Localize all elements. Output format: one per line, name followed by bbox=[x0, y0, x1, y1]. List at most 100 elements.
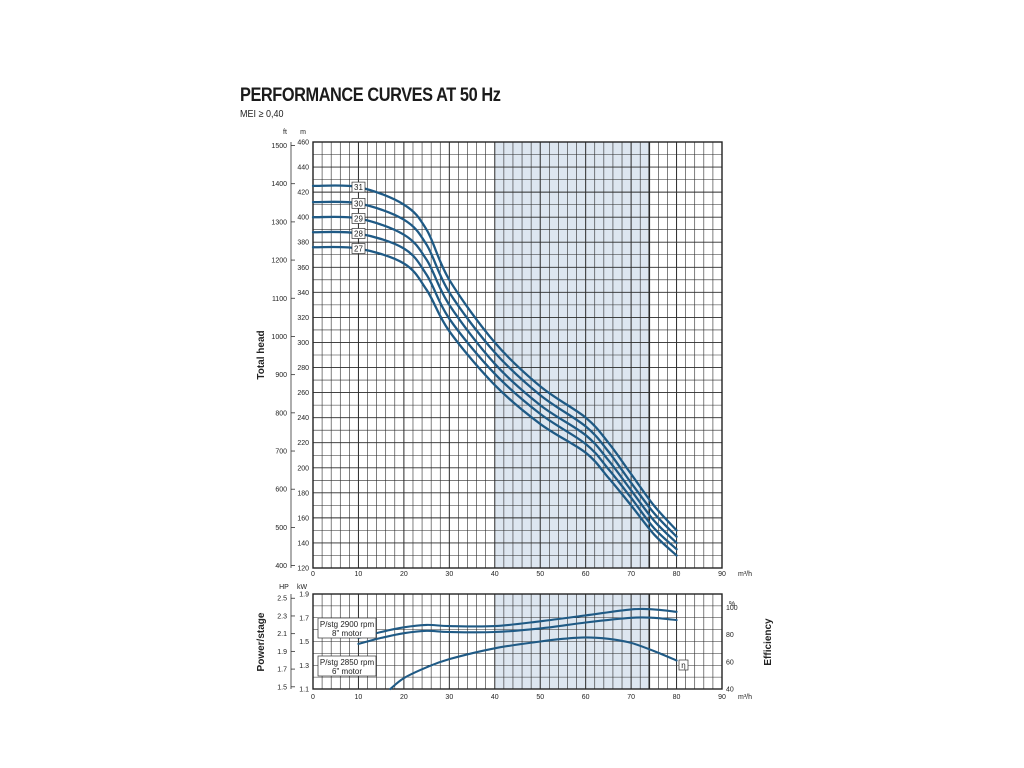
power-x-unit: m³/h bbox=[738, 694, 752, 701]
power-hp-tick-label: 1.9 bbox=[277, 649, 287, 656]
head-y-tick-label: 260 bbox=[297, 390, 309, 397]
annotation-2850-line1: P/stg 2850 rpm bbox=[320, 658, 375, 667]
head-ft-tick-label: 1000 bbox=[271, 334, 287, 341]
power-hp-ticks: 1.5 1.7 1.9 2.1 2.3 2.5 bbox=[277, 594, 295, 691]
head-curve-28 bbox=[311, 230, 678, 551]
power-x-tick-label: 60 bbox=[582, 694, 590, 701]
head-x-unit: m³/h bbox=[738, 571, 752, 578]
head-ft-tick-label: 1200 bbox=[271, 258, 287, 265]
annotation-2900-line1: P/stg 2900 rpm bbox=[320, 620, 375, 629]
head-curve-label-31: 31 bbox=[354, 183, 363, 192]
efficiency-tick-label: 60 bbox=[726, 659, 734, 666]
head-ft-tick-label: 1300 bbox=[271, 219, 287, 226]
head-y-tick-label: 380 bbox=[297, 240, 309, 247]
head-ft-tick-label: 1400 bbox=[271, 181, 287, 188]
head-x-tick-label: 40 bbox=[491, 571, 499, 578]
head-curve-labels: 31 30 29 28 27 bbox=[351, 181, 366, 254]
head-curves bbox=[311, 184, 678, 557]
efficiency-label-box: η bbox=[678, 659, 689, 671]
annotation-2850-line2: 6" motor bbox=[332, 667, 362, 676]
head-y-ticks: 120 140 160 180 200 220 240 260 280 300 320 340 360 3… bbox=[297, 140, 309, 573]
power-curve-1 bbox=[357, 616, 678, 645]
head-curve-label-box bbox=[351, 228, 366, 239]
power-kw-tick-label: 1.7 bbox=[299, 615, 309, 622]
power-kw-tick-label: 1.5 bbox=[299, 639, 309, 646]
head-plot-frame bbox=[312, 141, 723, 569]
power-hp-tick-label: 2.5 bbox=[277, 596, 287, 603]
annotation-2900: P/stg 2900 rpm 8" motor bbox=[317, 617, 377, 639]
power-hp-tick-label: 2.1 bbox=[277, 631, 287, 638]
efficiency-tick-label: 80 bbox=[726, 632, 734, 639]
head-y-tick-label: 200 bbox=[297, 465, 309, 472]
head-y-tick-label: 180 bbox=[297, 490, 309, 497]
power-efficiency-ticks: 40 60 80 100 bbox=[726, 605, 738, 693]
head-ft-tick-label: 400 bbox=[275, 563, 287, 570]
annotation-2850: P/stg 2850 rpm 6" motor bbox=[317, 655, 377, 677]
power-x-tick-label: 30 bbox=[445, 694, 453, 701]
power-x-tick-label: 10 bbox=[355, 694, 363, 701]
head-y-tick-label: 240 bbox=[297, 415, 309, 422]
head-x-tick-label: 20 bbox=[400, 571, 408, 578]
head-x-tick-label: 70 bbox=[627, 571, 635, 578]
head-y-tick-label: 140 bbox=[297, 540, 309, 547]
head-curve-label-box bbox=[351, 181, 366, 193]
head-y-tick-label: 160 bbox=[297, 515, 309, 522]
power-x-tick-label: 40 bbox=[491, 694, 499, 701]
power-kw-tick-label: 1.1 bbox=[299, 687, 309, 694]
power-y-axis-label: Power/stage bbox=[256, 612, 267, 671]
power-x-tick-label: 90 bbox=[718, 694, 726, 701]
page-title: PERFORMANCE CURVES AT 50 Hz bbox=[240, 85, 501, 106]
head-y-axis-label: Total head bbox=[256, 330, 267, 379]
power-curves bbox=[357, 607, 678, 691]
head-ft-tick-label: 600 bbox=[275, 487, 287, 494]
head-y-tick-label: 460 bbox=[297, 140, 309, 147]
head-y-tick-label: 220 bbox=[297, 440, 309, 447]
head-y-tick-label: 340 bbox=[297, 290, 309, 297]
head-chart: 1201401601802002202402602803003203403603… bbox=[256, 129, 752, 578]
annotation-2900-line2: 8" motor bbox=[332, 629, 362, 638]
power-x-tick-label: 50 bbox=[536, 694, 544, 701]
head-x-tick-label: 30 bbox=[445, 571, 453, 578]
head-curve-27 bbox=[311, 245, 678, 557]
head-curve-label-30: 30 bbox=[354, 199, 363, 208]
efficiency-y-axis-label: Efficiency bbox=[763, 618, 774, 666]
head-y-tick-label: 320 bbox=[297, 315, 309, 322]
power-curve-0 bbox=[357, 607, 678, 639]
power-x-tick-label: 0 bbox=[311, 694, 315, 701]
head-x-tick-label: 90 bbox=[718, 571, 726, 578]
head-curve-31 bbox=[311, 184, 678, 532]
head-curve-label-27: 27 bbox=[354, 245, 363, 254]
efficiency-tick-label: 100 bbox=[726, 605, 738, 612]
head-curve-label-28: 28 bbox=[354, 229, 363, 238]
head-curve-29 bbox=[311, 215, 678, 545]
head-x-tick-label: 0 bbox=[311, 571, 315, 578]
power-efficiency-chart: 1.1 1.3 1.5 1.7 1.9 1.5 1.7 1.9 2.1 2.3 2.5 40 60 8… bbox=[256, 584, 774, 701]
power-hp-tick-label: 1.7 bbox=[277, 667, 287, 674]
power-x-tick-label: 20 bbox=[400, 694, 408, 701]
power-x-tick-label: 80 bbox=[673, 694, 681, 701]
head-ft-tick-label: 500 bbox=[275, 525, 287, 532]
head-y-tick-label: 120 bbox=[297, 566, 309, 573]
head-y-tick-label: 360 bbox=[297, 265, 309, 272]
head-x-tick-label: 80 bbox=[673, 571, 681, 578]
efficiency-tick-label: 40 bbox=[726, 687, 734, 694]
power-eff-unit: % bbox=[729, 601, 735, 608]
power-hp-tick-label: 1.5 bbox=[277, 684, 287, 691]
head-x-tick-label: 10 bbox=[355, 571, 363, 578]
power-plot-frame bbox=[312, 593, 723, 690]
head-ft-tick-label: 900 bbox=[275, 372, 287, 379]
head-m-unit: m bbox=[300, 129, 306, 136]
power-kw-unit: kW bbox=[297, 584, 308, 591]
head-y-tick-label: 440 bbox=[297, 165, 309, 172]
head-curve-label-29: 29 bbox=[354, 214, 363, 223]
head-x-tick-label: 60 bbox=[582, 571, 590, 578]
head-ft-tick-label: 1100 bbox=[272, 296, 287, 303]
head-curve-label-box bbox=[351, 213, 366, 224]
head-y-tick-label: 280 bbox=[297, 365, 309, 372]
efficiency-curve-label: η bbox=[681, 661, 685, 670]
power-kw-ticks: 1.1 1.3 1.5 1.7 1.9 bbox=[299, 592, 309, 694]
power-x-ticks: 0 10 20 30 40 50 60 70 80 90 bbox=[311, 694, 726, 701]
head-curve-30 bbox=[311, 200, 678, 538]
head-ft-tick-label: 800 bbox=[275, 410, 287, 417]
